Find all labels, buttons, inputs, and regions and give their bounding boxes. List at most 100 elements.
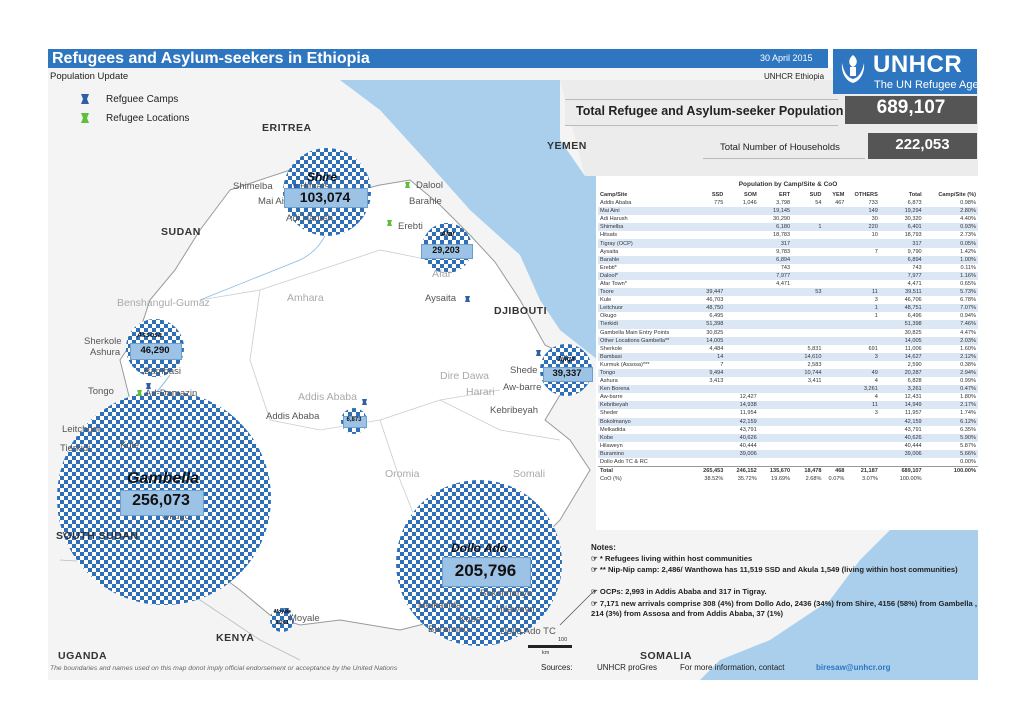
table-cell: 468 [823, 466, 847, 476]
households-label-box [703, 136, 865, 159]
table-cell: 100.00% [899, 476, 922, 483]
table-cell: Gambella Main Entry Points [600, 329, 670, 336]
table-cell: 4,471 [907, 280, 922, 287]
table-cell: Bokolmanyo [598, 417, 695, 426]
table-cell: Hilaweyn [600, 442, 623, 449]
table-cell: Hitsats [600, 232, 618, 239]
table-row: Afar Town* 4,471 4,471 0.65% [598, 280, 978, 288]
place-label: Aysaita [425, 293, 456, 304]
table-cell: Kule [600, 297, 612, 304]
table-header-cell: Total [908, 191, 922, 198]
table-cell: 30,825 [706, 329, 724, 336]
table-cell [725, 336, 759, 345]
table-cell: 3 [874, 297, 878, 304]
table-cell: 39,511 [879, 288, 924, 297]
table-cell [823, 255, 847, 264]
place-label: Leitchuor [62, 424, 102, 435]
table-row: Adi Harush 30,290 30 30,320 4.40% [598, 215, 978, 223]
table-cell: 3,798 [776, 200, 791, 207]
table-cell: 6,495 [709, 313, 724, 320]
cluster-name: Afar [441, 231, 456, 238]
table-header-cell: OTHERS [854, 191, 878, 198]
country-label: SUDAN [161, 226, 201, 238]
table-cell [758, 385, 793, 394]
table-cell: Total [598, 466, 695, 476]
cluster-value: 46,290 [140, 345, 170, 356]
table-cell: 48,750 [694, 304, 726, 313]
table-cell: 246,152 [725, 466, 759, 476]
table-cell [823, 223, 847, 232]
table-cell [694, 393, 725, 401]
table-cell: 18,478 [792, 466, 824, 476]
table-cell [725, 352, 759, 361]
region-label: Afar [432, 268, 452, 280]
table-cell [823, 377, 846, 385]
cluster-value: 3,261 [275, 620, 289, 626]
table-cell [725, 231, 758, 239]
place-label: Shede [510, 365, 538, 376]
table-cell [725, 280, 758, 288]
table-cell: 14,005 [694, 336, 726, 345]
office-name: UNHCR Ethiopia [764, 72, 825, 81]
table-cell: 7,977 [758, 271, 793, 280]
place-label: Erebti [398, 221, 423, 232]
table-cell: 1,046 [742, 200, 757, 207]
table-cell: 46,703 [706, 297, 724, 304]
place-label: Shimelba [233, 181, 273, 192]
table-cell: 5,831 [807, 345, 822, 352]
table-cell [792, 296, 823, 304]
region-label: Dire Dawa [440, 370, 490, 382]
table-cell: 3 [874, 410, 878, 417]
place-label: Sherkole [84, 336, 122, 347]
table-cell: 3,261 [879, 385, 924, 394]
table-row: Aysaita 9,783 7 9,790 1.42% [598, 248, 978, 256]
table-cell [694, 280, 725, 288]
table-cell [694, 255, 726, 264]
table-cell: Kurmuk (Assosa)*** [600, 361, 650, 368]
table-cell [792, 393, 823, 401]
table-cell: 5.90% [923, 433, 978, 442]
table-cell: 2.68% [805, 476, 822, 483]
table-cell: 14,005 [879, 336, 924, 345]
total-population-value: 689,107 [876, 97, 946, 118]
red-sea [340, 80, 598, 360]
table-cell: 0.07% [828, 476, 845, 483]
table-row: Kule 46,703 3 46,706 6.78% [598, 296, 978, 304]
table-cell [758, 320, 793, 329]
table-header-cell: SSD [711, 191, 724, 198]
table-cell: 39,447 [694, 288, 726, 297]
table-cell: 4,484 [709, 345, 724, 352]
region-label: Harari [466, 386, 495, 398]
table-cell: 1.60% [960, 345, 976, 352]
table-cell [846, 264, 879, 272]
table-cell [792, 271, 824, 280]
total-population-value-box [845, 96, 977, 124]
table-cell: 39,006 [879, 449, 924, 458]
table-cell [823, 361, 846, 369]
table-cell [792, 426, 823, 434]
cluster-name: Dollo Ado [451, 541, 508, 555]
table-row: Tierkidi 51,398 51,398 7.46% [598, 320, 978, 329]
table-cell [792, 409, 823, 417]
table-cell: 12,431 [904, 394, 922, 401]
scale-unit: km [542, 650, 550, 656]
table-cell: 2.80% [923, 207, 978, 216]
table-cell [759, 393, 792, 401]
table-cell: 6,894 [758, 255, 793, 264]
table-cell: 40,626 [879, 433, 924, 442]
table-cell: Sherkole [600, 345, 623, 352]
table-cell: Kebribeyah [598, 401, 695, 410]
table-cell [758, 336, 793, 345]
table-cell [694, 239, 726, 248]
cluster-value-box [421, 244, 473, 259]
title-bar [48, 49, 828, 68]
total-population-label: Total Refugee and Asylum-seeker Populati… [576, 104, 844, 118]
table-header-cell: Camp/Site (%) [938, 191, 976, 198]
contact-email-link[interactable]: biresaw@unhcr.org [816, 663, 891, 672]
table-cell [725, 329, 758, 337]
table-row: Melkadida 43,791 43,791 6.35% [598, 426, 978, 434]
notes-title: Notes: [591, 543, 616, 552]
table-cell [759, 442, 792, 450]
table-cell: 0.93% [923, 223, 978, 232]
place-label: Ad-Damazin [145, 388, 198, 399]
